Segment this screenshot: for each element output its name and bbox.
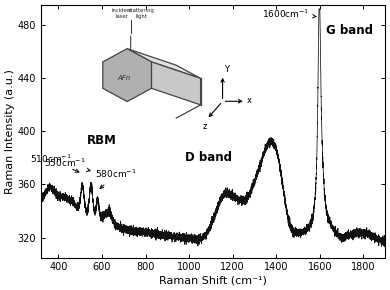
Text: RBM: RBM [87, 134, 117, 147]
Text: D band: D band [185, 151, 232, 164]
Text: 580cm$^{-1}$: 580cm$^{-1}$ [96, 168, 137, 188]
Polygon shape [103, 49, 151, 102]
X-axis label: Raman Shift (cm⁻¹): Raman Shift (cm⁻¹) [159, 275, 267, 285]
Text: 1600cm$^{-1}$: 1600cm$^{-1}$ [262, 8, 316, 20]
Text: incident
laser: incident laser [112, 8, 133, 19]
Polygon shape [151, 62, 200, 105]
Text: z: z [203, 122, 207, 131]
Text: x: x [246, 96, 252, 105]
Polygon shape [127, 49, 200, 78]
Y-axis label: Raman Intensity (a.u.): Raman Intensity (a.u.) [5, 69, 15, 194]
Text: G band: G band [326, 23, 373, 37]
Text: scattering
light: scattering light [128, 8, 154, 19]
Text: AFn: AFn [117, 75, 130, 81]
Text: 510cm$^{-1}$: 510cm$^{-1}$ [30, 153, 79, 172]
Text: 550cm$^{-1}$: 550cm$^{-1}$ [44, 157, 90, 171]
Text: Y: Y [224, 65, 229, 74]
